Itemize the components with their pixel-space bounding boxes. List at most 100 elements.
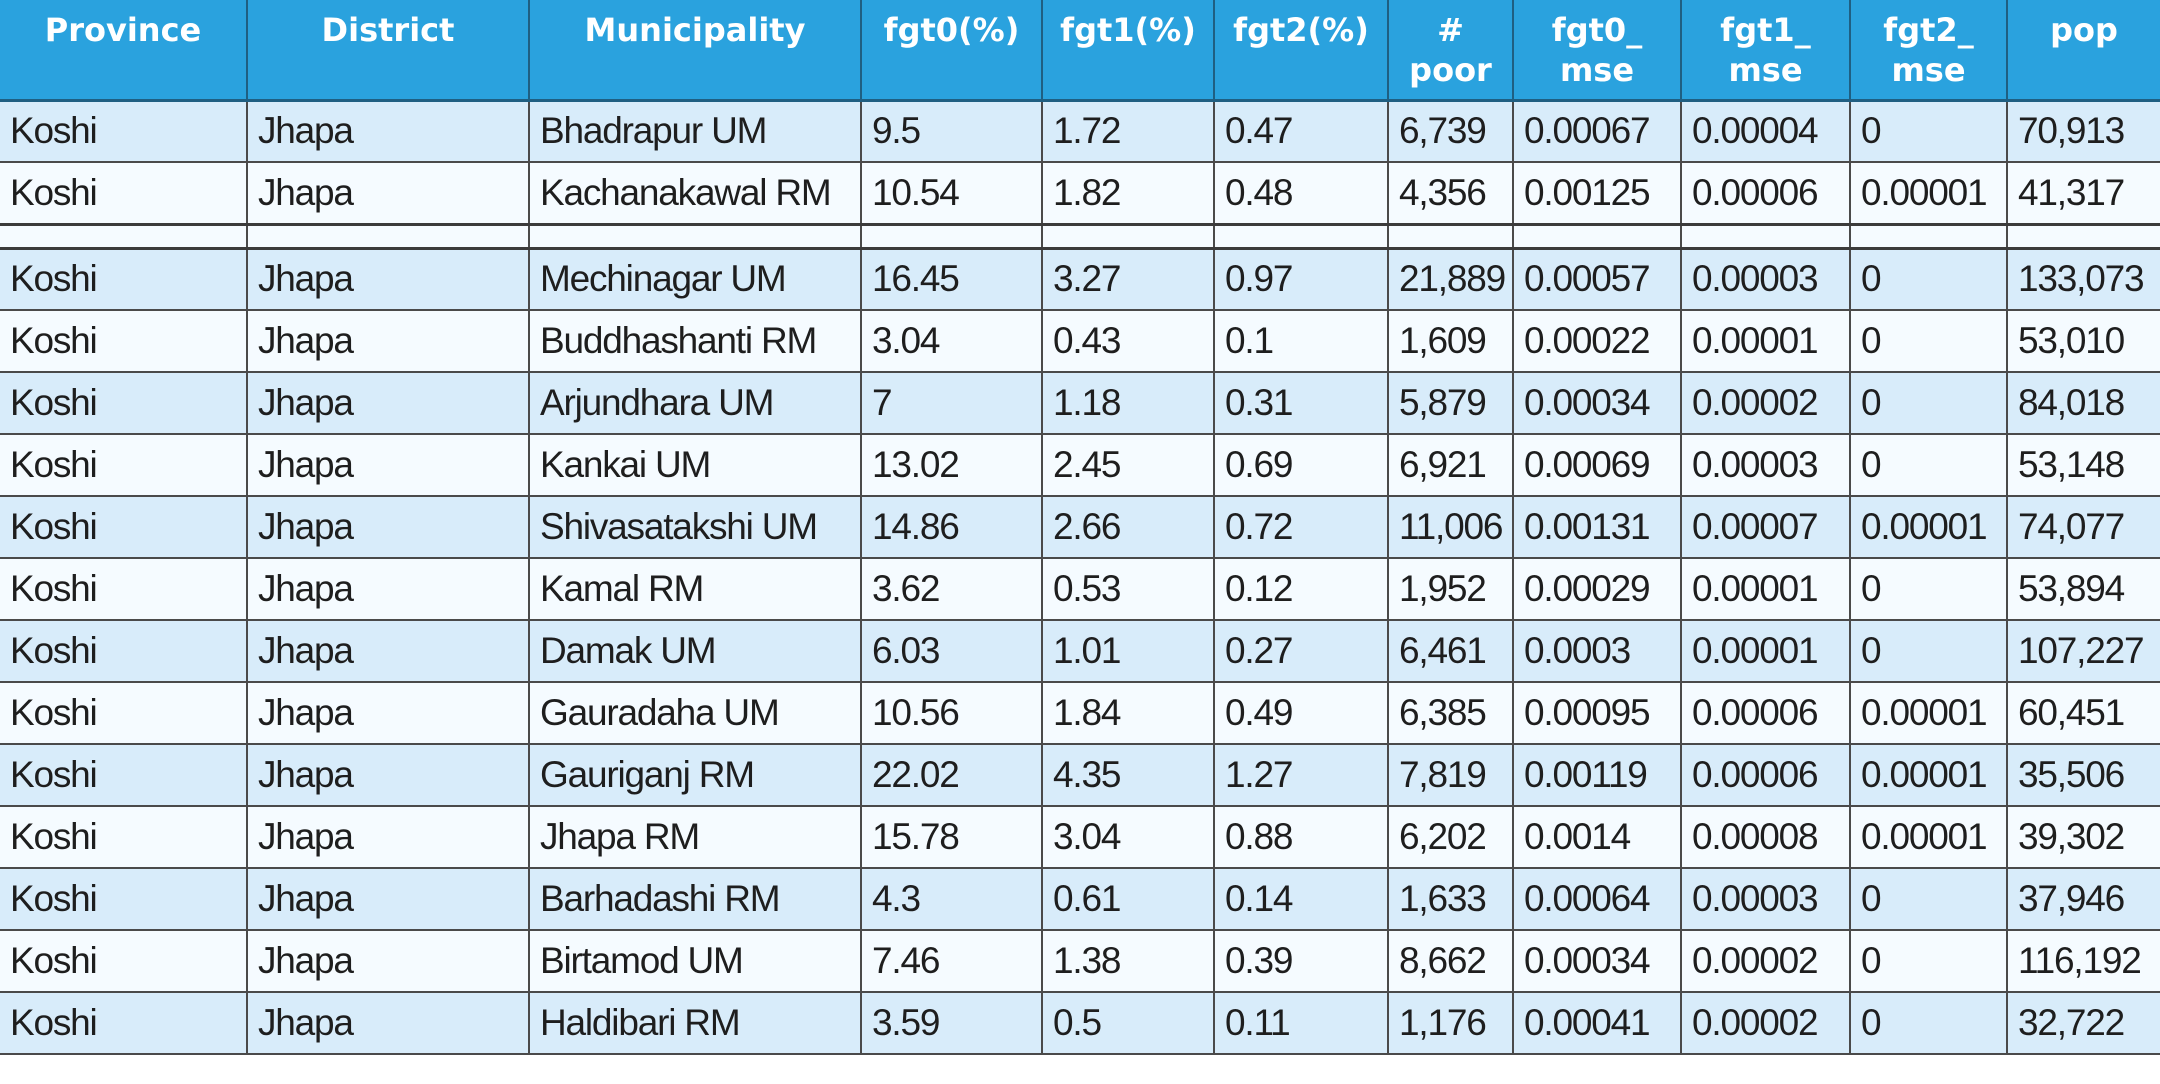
cell-poor: 6,739 bbox=[1388, 100, 1514, 163]
cell-poor: 11,006 bbox=[1388, 496, 1514, 559]
cell-district: Jhapa bbox=[247, 100, 530, 163]
cell-fgt1-mse: 0.00002 bbox=[1681, 930, 1851, 993]
col-header-fgt0-mse: fgt0_ mse bbox=[1513, 0, 1682, 102]
cell-municipality: Kankai UM bbox=[529, 434, 862, 497]
cell-pop: 39,302 bbox=[2007, 806, 2160, 869]
clipped-cell bbox=[247, 222, 530, 250]
cell-municipality: Mechinagar UM bbox=[529, 248, 862, 311]
cell-province: Koshi bbox=[0, 310, 248, 373]
cell-poor: 1,952 bbox=[1388, 558, 1514, 621]
cell-province: Koshi bbox=[0, 992, 248, 1055]
table-row: Koshi Jhapa Kankai UM 13.02 2.45 0.69 6,921 0.0… bbox=[0, 434, 2160, 497]
cell-fgt1: 0.53 bbox=[1042, 558, 1215, 621]
table-row: Koshi Jhapa Arjundhara UM 7 1.18 0.31 5,879 0.0… bbox=[0, 372, 2160, 435]
cell-municipality: Arjundhara UM bbox=[529, 372, 862, 435]
cell-municipality: Gauriganj RM bbox=[529, 744, 862, 807]
cell-fgt0-mse: 0.00125 bbox=[1513, 162, 1682, 225]
cell-pop: 53,148 bbox=[2007, 434, 2160, 497]
cell-fgt2-mse: 0 bbox=[1850, 992, 2008, 1055]
cell-district: Jhapa bbox=[247, 372, 530, 435]
cell-fgt0-mse: 0.00034 bbox=[1513, 372, 1682, 435]
cell-municipality: Buddhashanti RM bbox=[529, 310, 862, 373]
cell-poor: 7,819 bbox=[1388, 744, 1514, 807]
cell-province: Koshi bbox=[0, 372, 248, 435]
cell-fgt1: 3.27 bbox=[1042, 248, 1215, 311]
cell-pop: 60,451 bbox=[2007, 682, 2160, 745]
cell-municipality: Kachanakawal RM bbox=[529, 162, 862, 225]
cell-fgt0: 14.86 bbox=[861, 496, 1043, 559]
cell-fgt2: 0.27 bbox=[1214, 620, 1389, 683]
cell-fgt2-mse: 0.00001 bbox=[1850, 744, 2008, 807]
cell-province: Koshi bbox=[0, 930, 248, 993]
cell-poor: 6,461 bbox=[1388, 620, 1514, 683]
cell-fgt2-mse: 0 bbox=[1850, 620, 2008, 683]
cell-fgt2: 0.31 bbox=[1214, 372, 1389, 435]
cell-fgt1-mse: 0.00003 bbox=[1681, 434, 1851, 497]
table-row: Koshi Jhapa Haldibari RM 3.59 0.5 0.11 1,176 0.… bbox=[0, 992, 2160, 1055]
cell-fgt1-mse: 0.00002 bbox=[1681, 372, 1851, 435]
table-row: Koshi Jhapa Gauriganj RM 22.02 4.35 1.27 7,819… bbox=[0, 744, 2160, 807]
cell-fgt2-mse: 0 bbox=[1850, 930, 2008, 993]
cell-fgt2: 0.14 bbox=[1214, 868, 1389, 931]
cell-fgt1-mse: 0.00003 bbox=[1681, 868, 1851, 931]
cell-pop: 35,506 bbox=[2007, 744, 2160, 807]
cell-fgt0-mse: 0.00131 bbox=[1513, 496, 1682, 559]
cell-district: Jhapa bbox=[247, 496, 530, 559]
cell-fgt1-mse: 0.00008 bbox=[1681, 806, 1851, 869]
cell-fgt0: 3.62 bbox=[861, 558, 1043, 621]
cell-poor: 1,176 bbox=[1388, 992, 1514, 1055]
cell-fgt1: 2.45 bbox=[1042, 434, 1215, 497]
col-header-fgt2: fgt2(%) bbox=[1214, 0, 1389, 102]
cell-pop: 84,018 bbox=[2007, 372, 2160, 435]
cell-province: Koshi bbox=[0, 620, 248, 683]
cell-pop: 32,722 bbox=[2007, 992, 2160, 1055]
table-row: Koshi Jhapa Barhadashi RM 4.3 0.61 0.14 1,633 0… bbox=[0, 868, 2160, 931]
cell-fgt1-mse: 0.00001 bbox=[1681, 620, 1851, 683]
cell-fgt2: 0.49 bbox=[1214, 682, 1389, 745]
cell-fgt2-mse: 0 bbox=[1850, 372, 2008, 435]
cell-fgt1-mse: 0.00003 bbox=[1681, 248, 1851, 311]
cell-fgt0-mse: 0.00022 bbox=[1513, 310, 1682, 373]
cell-poor: 5,879 bbox=[1388, 372, 1514, 435]
cell-district: Jhapa bbox=[247, 806, 530, 869]
cell-fgt0: 9.5 bbox=[861, 100, 1043, 163]
cell-pop: 53,894 bbox=[2007, 558, 2160, 621]
cell-province: Koshi bbox=[0, 558, 248, 621]
table-row: Koshi Jhapa Kamal RM 3.62 0.53 0.12 1,952 0.000… bbox=[0, 558, 2160, 621]
cell-fgt2-mse: 0 bbox=[1850, 100, 2008, 163]
cell-municipality: Damak UM bbox=[529, 620, 862, 683]
cell-province: Koshi bbox=[0, 248, 248, 311]
col-header-fgt1-mse: fgt1_ mse bbox=[1681, 0, 1851, 102]
cell-poor: 4,356 bbox=[1388, 162, 1514, 225]
cell-district: Jhapa bbox=[247, 744, 530, 807]
col-header-fgt1: fgt1(%) bbox=[1042, 0, 1215, 102]
clipped-cell bbox=[1513, 222, 1682, 250]
table-row: Koshi Jhapa Mechinagar UM 16.45 3.27 0.97 21,8… bbox=[0, 248, 2160, 311]
cell-district: Jhapa bbox=[247, 992, 530, 1055]
cell-district: Jhapa bbox=[247, 930, 530, 993]
cell-province: Koshi bbox=[0, 806, 248, 869]
cell-fgt0-mse: 0.0014 bbox=[1513, 806, 1682, 869]
cell-fgt1-mse: 0.00006 bbox=[1681, 682, 1851, 745]
cell-fgt0: 3.59 bbox=[861, 992, 1043, 1055]
cell-province: Koshi bbox=[0, 100, 248, 163]
cell-fgt2-mse: 0.00001 bbox=[1850, 162, 2008, 225]
cell-fgt2: 0.1 bbox=[1214, 310, 1389, 373]
cell-fgt2: 0.72 bbox=[1214, 496, 1389, 559]
poverty-table: Province District Municipality fgt0(%) f… bbox=[0, 0, 2160, 1055]
cell-fgt1: 0.5 bbox=[1042, 992, 1215, 1055]
cell-fgt1: 1.82 bbox=[1042, 162, 1215, 225]
cell-pop: 41,317 bbox=[2007, 162, 2160, 225]
cell-poor: 1,609 bbox=[1388, 310, 1514, 373]
cell-poor: 8,662 bbox=[1388, 930, 1514, 993]
cell-district: Jhapa bbox=[247, 310, 530, 373]
col-header-fgt2-mse: fgt2_ mse bbox=[1850, 0, 2008, 102]
cell-fgt2: 0.47 bbox=[1214, 100, 1389, 163]
cell-fgt0-mse: 0.00095 bbox=[1513, 682, 1682, 745]
cell-district: Jhapa bbox=[247, 620, 530, 683]
cell-fgt2-mse: 0.00001 bbox=[1850, 682, 2008, 745]
clipped-cell bbox=[2007, 222, 2160, 250]
cell-fgt0-mse: 0.00069 bbox=[1513, 434, 1682, 497]
cell-fgt0-mse: 0.0003 bbox=[1513, 620, 1682, 683]
